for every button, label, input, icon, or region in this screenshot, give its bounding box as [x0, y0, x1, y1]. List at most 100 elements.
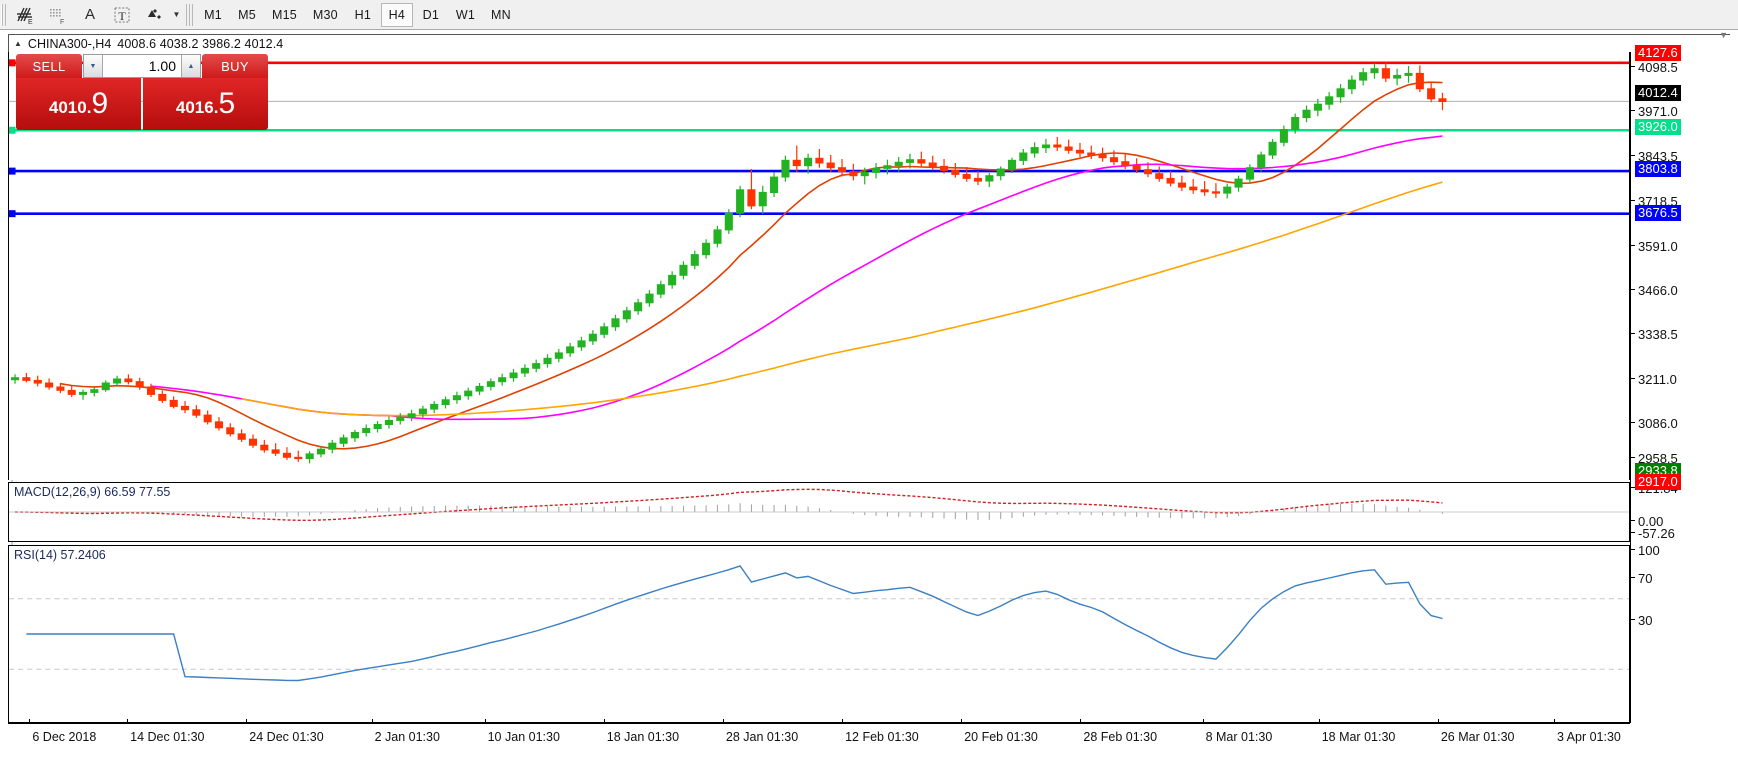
time-tick-mark — [961, 719, 963, 724]
indicators-icon[interactable]: E — [11, 2, 41, 28]
price-tick: 3843.5 — [1631, 149, 1678, 163]
price-tick: 3211.0 — [1631, 372, 1677, 386]
price-pane[interactable] — [8, 52, 1630, 480]
indicator-tick: 100 — [1631, 543, 1660, 557]
time-tick-label: 10 Jan 01:30 — [487, 730, 560, 744]
time-tick-label: 18 Jan 01:30 — [606, 730, 680, 744]
timeframe-h4[interactable]: H4 — [380, 2, 413, 27]
volume-decrement-icon[interactable]: ▼ — [84, 55, 103, 77]
time-tick-label: 28 Jan 01:30 — [725, 730, 799, 744]
timeframe-m5[interactable]: M5 — [238, 7, 256, 22]
rsi-pane[interactable]: RSI(14) 57.2406 — [8, 545, 1630, 723]
svg-text:F: F — [60, 19, 64, 25]
time-tick-label: 8 Mar 01:30 — [1205, 730, 1273, 744]
macd-pane[interactable]: MACD(12,26,9) 66.59 77.55 — [8, 482, 1630, 542]
panel-collapse-caret-icon[interactable]: ▼ — [1719, 30, 1728, 40]
time-tick-mark — [484, 719, 486, 724]
price-tick: 4098.5 — [1631, 60, 1678, 74]
time-tick-mark — [371, 719, 373, 724]
sell-button[interactable]: SELL — [16, 54, 82, 78]
volume-stepper[interactable]: ▼ 1.00 ▲ — [83, 54, 201, 78]
time-tick-mark — [1553, 719, 1555, 724]
time-tick-mark — [1080, 719, 1082, 724]
time-tick-mark — [1437, 719, 1439, 724]
blue-level-2-label[interactable]: 3676.5 — [1635, 205, 1681, 222]
symbol-ohlc: 4008.6 4038.2 3986.2 4012.4 — [117, 36, 284, 51]
price-tick: 3466.0 — [1631, 283, 1678, 297]
time-tick-label: 28 Feb 01:30 — [1083, 730, 1158, 744]
price-tick: 3338.5 — [1631, 327, 1678, 341]
crosshair-grid-icon[interactable]: F — [43, 2, 73, 28]
time-tick-label: 6 Dec 2018 — [32, 730, 97, 744]
time-tick-mark — [722, 719, 724, 724]
ask-price-integer: 4016 — [175, 98, 214, 117]
objects-dropdown-caret-icon[interactable]: ▼ — [172, 10, 181, 19]
indicator-tick: 0.00 — [1631, 514, 1663, 528]
bid-price-separator: . — [86, 98, 92, 117]
time-tick-label: 26 Mar 01:30 — [1440, 730, 1515, 744]
timeframe-h1[interactable]: H1 — [354, 7, 372, 22]
svg-text:T: T — [118, 9, 126, 23]
volume-input[interactable]: 1.00 — [148, 58, 176, 74]
blue-level-1-label[interactable]: 3803.8 — [1635, 161, 1681, 178]
timeframe-mn[interactable]: MN — [491, 7, 511, 22]
price-tick: 3086.0 — [1631, 416, 1678, 430]
time-tick-label: 12 Feb 01:30 — [845, 730, 919, 744]
symbol-name: CHINA300-,H4 — [27, 36, 112, 51]
time-tick-label: 3 Apr 01:30 — [1556, 730, 1621, 744]
indicator-tick: 70 — [1631, 571, 1652, 585]
bid-price-decimal: 9 — [91, 87, 109, 120]
price-tick: 3591.0 — [1631, 239, 1678, 253]
time-tick-mark — [127, 719, 129, 724]
chart-collapse-icon[interactable]: ▲ — [14, 38, 22, 48]
timeframe-m1[interactable]: M1 — [204, 7, 222, 22]
trade-panel-prices-row: 4010 . 9 4016 . 5 — [16, 78, 268, 130]
timeframe-w1[interactable]: W1 — [455, 7, 475, 22]
rsi-chart — [9, 565, 1629, 682]
symbol-header: ▲ CHINA300-,H4 4008.6 4038.2 3986.2 4012… — [8, 34, 1730, 52]
time-scale[interactable]: 6 Dec 2018 14 Dec 01:30 24 Dec 01:30 2 Jan … — [8, 719, 1630, 757]
toolbar-drag-handle[interactable] — [1, 3, 8, 26]
text-label-icon[interactable]: T — [107, 2, 137, 28]
ask-price-separator: . — [213, 98, 219, 117]
ask-price-decimal: 5 — [218, 87, 236, 120]
timeframe-m15[interactable]: M15 — [272, 7, 297, 22]
resistance-level-label[interactable]: 4127.6 — [1635, 45, 1681, 62]
price-tick: 2958.5 — [1631, 451, 1678, 465]
timeframe-d1[interactable]: D1 — [422, 7, 440, 22]
rsi-indicator-label: RSI(14) 57.2406 — [14, 548, 106, 562]
trade-panel-top-row: SELL ▼ 1.00 ▲ BUY — [16, 54, 268, 78]
indicator-tick: -57.26 — [1631, 526, 1675, 540]
price-scale[interactable]: 4098.5 3971.0 3843.5 3718.5 3591.0 3466.0 3338… — [1630, 45, 1738, 723]
bid-price-integer: 4010 — [48, 98, 87, 117]
time-tick-label: 20 Feb 01:30 — [964, 730, 1038, 744]
time-tick-mark — [1202, 719, 1204, 724]
time-tick-mark — [246, 719, 248, 724]
macd-indicator-label: MACD(12,26,9) 66.59 77.55 — [14, 485, 171, 499]
time-tick-label: 2 Jan 01:30 — [374, 730, 440, 744]
indicator-tick: 30 — [1631, 613, 1652, 627]
toolbar-separator — [186, 3, 193, 26]
one-click-trading-panel[interactable]: SELL ▼ 1.00 ▲ BUY 4010 . 9 4016 . 5 — [16, 54, 268, 130]
macd-chart — [9, 488, 1629, 521]
buy-button[interactable]: BUY — [202, 54, 268, 78]
time-tick-label: 14 Dec 01:30 — [130, 730, 205, 744]
current-price-label[interactable]: 4012.4 — [1635, 85, 1681, 102]
text-tool-icon[interactable]: A — [84, 6, 95, 23]
ask-price-display[interactable]: 4016 . 5 — [143, 78, 268, 130]
time-tick-mark — [1318, 719, 1320, 724]
price-tick: 3971.0 — [1631, 104, 1678, 118]
volume-increment-icon[interactable]: ▲ — [181, 55, 200, 77]
time-tick-mark — [842, 719, 844, 724]
price-tick: 3718.5 — [1631, 194, 1678, 208]
objects-icon[interactable] — [139, 2, 169, 28]
support-level-label[interactable]: 3926.0 — [1635, 119, 1681, 136]
bid-price-display[interactable]: 4010 . 9 — [16, 78, 141, 130]
time-tick-mark — [603, 719, 605, 724]
time-tick-mark — [29, 719, 31, 724]
time-tick-label: 18 Mar 01:30 — [1321, 730, 1396, 744]
main-toolbar: E F A T — [0, 0, 1738, 30]
ask-price-label[interactable]: 2917.0 — [1635, 474, 1681, 491]
timeframe-m30[interactable]: M30 — [312, 7, 338, 22]
